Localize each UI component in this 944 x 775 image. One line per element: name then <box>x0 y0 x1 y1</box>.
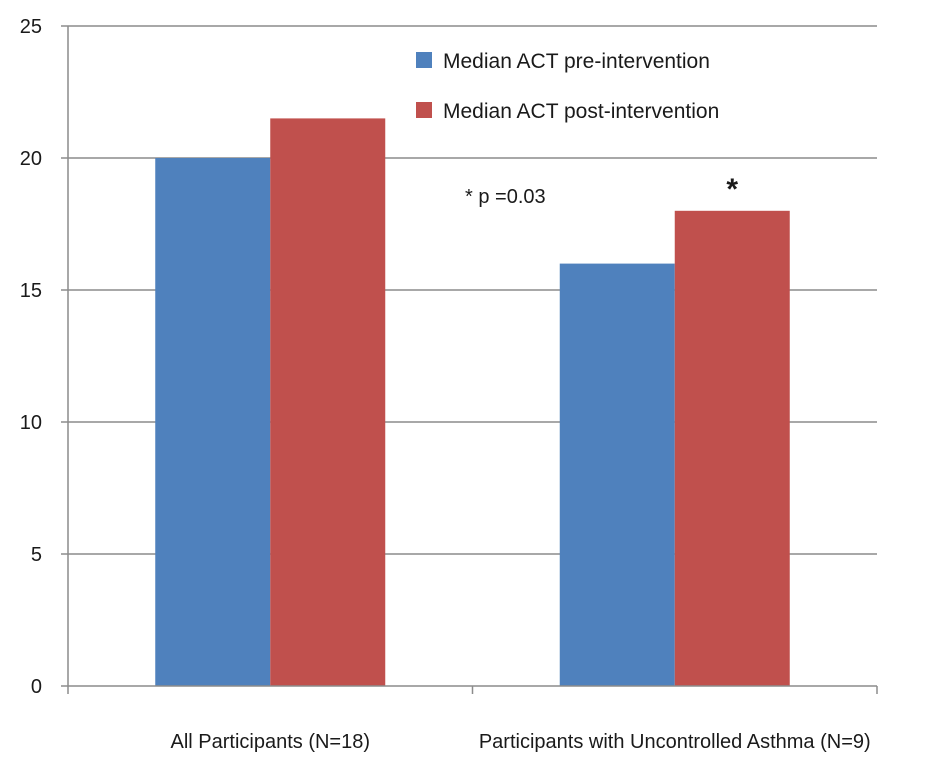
legend-swatch-post <box>416 102 432 118</box>
bars <box>155 118 790 687</box>
x-category-label: Participants with Uncontrolled Asthma (N… <box>479 731 871 753</box>
legend-label-post: Median ACT post-intervention <box>443 100 719 123</box>
bar-pre-0 <box>155 158 271 686</box>
y-tick-label: 0 <box>31 676 42 698</box>
x-category-label: All Participants (N=18) <box>170 731 370 753</box>
y-tick-label: 5 <box>31 544 42 566</box>
p-value-annotation: * p =0.03 <box>465 186 546 208</box>
bar-pre-1 <box>559 263 675 686</box>
axis-labels: 0 5 10 15 20 25 All Participants (N=18) Partici… <box>20 16 871 753</box>
y-tick-label: 20 <box>20 148 42 170</box>
bar-post-1 <box>674 210 790 687</box>
axes <box>61 25 878 694</box>
legend: Median ACT pre-intervention Median ACT p… <box>416 50 719 123</box>
y-tick-label: 15 <box>20 280 42 302</box>
significance-marker: * <box>726 173 738 206</box>
legend-swatch-pre <box>416 52 432 68</box>
legend-label-pre: Median ACT pre-intervention <box>443 50 710 73</box>
y-tick-label: 10 <box>20 412 42 434</box>
bar-post-0 <box>270 118 386 686</box>
y-tick-label: 25 <box>20 16 42 38</box>
